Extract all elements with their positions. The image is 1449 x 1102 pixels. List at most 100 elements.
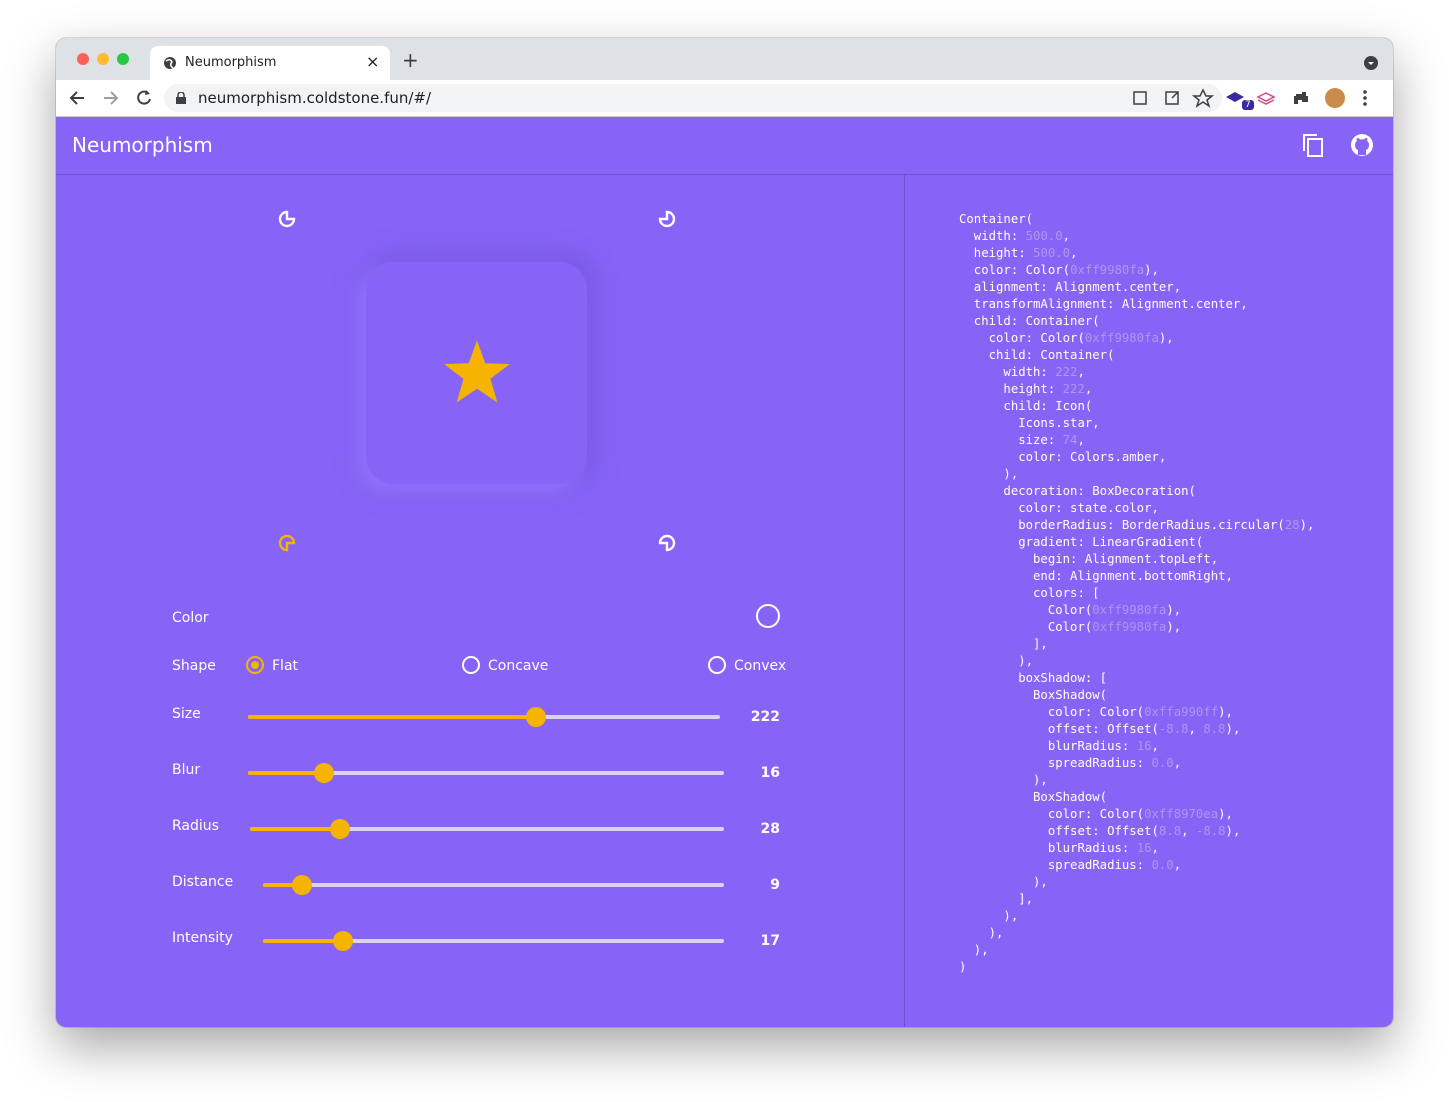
code-text: end: Alignment.bottomRight,: [959, 569, 1233, 583]
color-picker[interactable]: [756, 604, 780, 628]
code-value: 28: [1284, 518, 1300, 532]
code-value: -8.8: [1195, 824, 1226, 838]
star-icon: [444, 340, 510, 403]
code-text: Icons.star,: [959, 416, 1100, 430]
code-line: begin: Alignment.topLeft,: [959, 551, 1314, 568]
code-line: colors: [: [959, 585, 1314, 602]
code-value: 74: [1062, 433, 1078, 447]
new-tab[interactable]: +: [402, 48, 419, 72]
code-line: Color(0xff9980fa),: [959, 619, 1314, 636]
app-bar: Neumorphism: [56, 117, 1393, 175]
code-line: decoration: BoxDecoration(: [959, 483, 1314, 500]
code-line: BoxShadow(: [959, 789, 1314, 806]
code-text: child: Container(: [959, 348, 1115, 362]
slider-thumb[interactable]: [526, 707, 546, 727]
slider-track[interactable]: [248, 771, 724, 775]
code-line: size: 74,: [959, 432, 1314, 449]
code-text: ),: [1218, 807, 1233, 821]
code-text: ,: [1181, 824, 1196, 838]
code-text: color: Color(: [959, 263, 1071, 277]
code-value: 0xff8970ea: [1144, 807, 1219, 821]
toolbar-icons[interactable]: [1132, 88, 1382, 110]
code-text: offset: Offset(: [959, 824, 1159, 838]
code-text: ),: [1218, 705, 1233, 719]
code-line: height: 500.0,: [959, 245, 1314, 262]
window-controls[interactable]: [76, 52, 130, 66]
slider-track[interactable]: [250, 827, 724, 831]
code-text: decoration: BoxDecoration(: [959, 484, 1196, 498]
slider-thumb[interactable]: [292, 875, 312, 895]
code-text: ),: [959, 943, 989, 957]
code-value: 16: [1136, 739, 1152, 753]
copy-button[interactable]: [1302, 133, 1324, 157]
code-value: 0xff9980fa: [1092, 620, 1167, 634]
code-text: BoxShadow(: [959, 790, 1108, 804]
slider-thumb[interactable]: [330, 819, 350, 839]
slider-value: 17: [760, 933, 780, 949]
slider-thumb[interactable]: [333, 931, 353, 951]
tab-close[interactable]: ×: [366, 52, 380, 71]
code-value: 222: [1055, 365, 1078, 379]
code-text: offset: Offset(: [959, 722, 1159, 736]
code-line: Container(: [959, 211, 1314, 228]
code-value: 8.8: [1203, 722, 1226, 736]
code-line: boxShadow: [: [959, 670, 1314, 687]
slider-label: Radius: [172, 818, 219, 834]
color-label: Color: [172, 610, 209, 626]
light-source-bottom-left[interactable]: [278, 534, 296, 552]
tab-search[interactable]: [1364, 56, 1378, 70]
code-text: color: state.color,: [959, 501, 1159, 515]
code-line: ),: [959, 942, 1314, 959]
code-line: ],: [959, 636, 1314, 653]
browser-window: Neumorphism × + neumorphism.coldstone.fu…: [56, 38, 1393, 1027]
code-text: ),: [1299, 518, 1315, 532]
browser-tab[interactable]: Neumorphism ×: [150, 46, 390, 80]
nav-buttons[interactable]: [68, 88, 158, 108]
code-line: spreadRadius: 0.0,: [959, 857, 1314, 874]
code-value: 0.0: [1151, 858, 1174, 872]
code-value: 0xff9980fa: [1092, 603, 1167, 617]
slider-fill: [248, 771, 324, 775]
slider-thumb[interactable]: [314, 763, 334, 783]
code-line: ),: [959, 466, 1314, 483]
address-bar[interactable]: neumorphism.coldstone.fun/#/: [164, 84, 1222, 112]
github-button[interactable]: [1350, 133, 1374, 157]
code-text: height:: [959, 246, 1034, 260]
light-source-top-left[interactable]: [278, 210, 296, 228]
toolbar: neumorphism.coldstone.fun/#/ 7: [56, 80, 1393, 117]
code-line: child: Container(: [959, 313, 1314, 330]
code-text: ,: [1188, 722, 1204, 736]
code-text: gradient: LinearGradient(: [959, 535, 1204, 549]
shape-radio[interactable]: [246, 656, 264, 674]
code-line: alignment: Alignment.center,: [959, 279, 1314, 296]
code-line: color: state.color,: [959, 500, 1314, 517]
code-value: 500.0: [1025, 229, 1063, 243]
code-text: alignment: Alignment.center,: [959, 280, 1182, 294]
slider-label: Intensity: [172, 930, 233, 946]
code-text: color: Colors.amber,: [959, 450, 1167, 464]
shape-radio[interactable]: [708, 656, 726, 674]
slider-value: 28: [760, 821, 780, 837]
code-value: 0xff9980fa: [1070, 263, 1145, 277]
slider-fill: [263, 883, 302, 887]
neumorphic-preview: [366, 262, 587, 484]
code-line: BoxShadow(: [959, 687, 1314, 704]
slider-track[interactable]: [263, 883, 724, 887]
light-source-top-right[interactable]: [658, 210, 676, 228]
slider-track[interactable]: [263, 939, 724, 943]
lock-icon: [176, 92, 186, 104]
code-line: child: Container(: [959, 347, 1314, 364]
light-source-bottom-right[interactable]: [658, 534, 676, 552]
code-text: borderRadius: BorderRadius.circular(: [959, 518, 1285, 532]
shape-option-label: Convex: [734, 658, 787, 674]
shape-radio[interactable]: [462, 656, 480, 674]
code-value: 0xffa990ff: [1144, 705, 1219, 719]
code-line: end: Alignment.bottomRight,: [959, 568, 1314, 585]
code-text: ,: [1151, 841, 1159, 855]
code-line: width: 500.0,: [959, 228, 1314, 245]
code-text: blurRadius:: [959, 739, 1137, 753]
code-value: -8.8: [1158, 722, 1189, 736]
code-text: ),: [1166, 603, 1182, 617]
tab-strip: Neumorphism × +: [56, 38, 1393, 80]
